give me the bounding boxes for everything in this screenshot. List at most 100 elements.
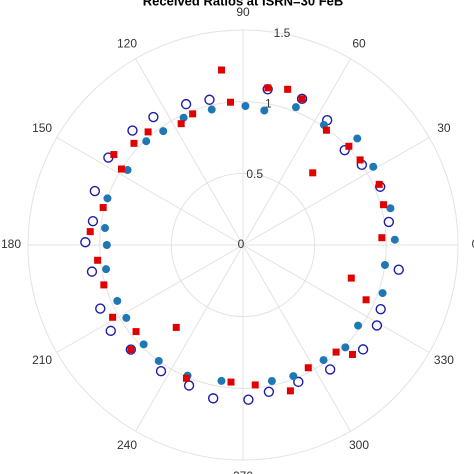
point: [362, 296, 370, 304]
theta-tick-label: 0: [472, 237, 474, 251]
theta-tick-label: 270: [233, 469, 253, 474]
point: [172, 323, 180, 331]
theta-tick-label: 210: [32, 353, 52, 367]
r-tick-label: 1: [265, 96, 272, 110]
point: [284, 85, 292, 93]
point: [298, 95, 306, 103]
point: [207, 393, 219, 404]
point: [87, 216, 99, 227]
point: [125, 344, 137, 355]
point: [113, 296, 122, 305]
point: [117, 165, 125, 173]
point: [109, 313, 117, 321]
point: [110, 151, 118, 159]
point: [371, 320, 383, 331]
point: [263, 386, 275, 398]
point: [227, 378, 235, 386]
point: [264, 84, 272, 92]
point: [86, 266, 98, 277]
point: [304, 364, 312, 372]
point: [293, 376, 304, 388]
point: [139, 340, 148, 349]
point: [380, 260, 389, 269]
r-tick-label: 0.5: [246, 167, 263, 181]
grid-spoke: [135, 244, 244, 432]
grid-ring: [27, 29, 459, 461]
point: [103, 194, 112, 203]
r-tick-label: 1.5: [274, 26, 291, 40]
point: [375, 304, 386, 315]
point: [339, 144, 350, 156]
theta-tick-label: 90: [236, 5, 250, 19]
point: [332, 348, 340, 356]
point: [207, 105, 216, 114]
point: [319, 356, 328, 365]
point: [348, 350, 356, 358]
point: [324, 364, 336, 375]
grid-ring: [99, 101, 387, 389]
point: [390, 235, 399, 244]
point: [127, 346, 135, 354]
point: [127, 125, 138, 136]
point: [341, 343, 350, 352]
theta-tick-label: 30: [437, 121, 451, 135]
point: [101, 224, 110, 233]
point: [380, 201, 388, 209]
point: [369, 162, 378, 171]
r-tick-label: 0: [238, 237, 245, 251]
grid-spoke: [56, 137, 244, 246]
point: [123, 166, 132, 175]
point: [102, 241, 111, 249]
theta-tick-label: 150: [32, 121, 52, 135]
point: [89, 185, 101, 197]
grid-spoke: [242, 244, 430, 353]
point: [132, 328, 140, 336]
point: [189, 110, 197, 118]
grid-spoke: [56, 244, 244, 353]
point: [286, 387, 294, 395]
point: [130, 139, 138, 147]
point: [177, 120, 185, 128]
grid-spoke: [242, 137, 430, 246]
point: [345, 142, 353, 150]
point: [218, 66, 226, 74]
point: [309, 169, 317, 177]
point: [267, 376, 276, 385]
theta-tick-label: 300: [349, 438, 369, 452]
theta-tick-label: 330: [434, 353, 454, 367]
point: [347, 274, 355, 282]
point: [375, 180, 383, 188]
point: [217, 376, 226, 385]
point: [182, 374, 190, 382]
point: [204, 94, 215, 105]
point: [291, 103, 300, 112]
point: [386, 204, 395, 213]
theta-tick-label: 120: [117, 36, 137, 50]
point: [322, 126, 330, 134]
point: [251, 381, 259, 389]
point: [102, 265, 111, 274]
point: [154, 356, 163, 365]
point: [100, 281, 108, 289]
point: [180, 98, 192, 110]
point: [378, 234, 386, 242]
point: [378, 289, 387, 298]
point: [227, 98, 235, 106]
point: [105, 325, 116, 337]
point: [357, 344, 369, 355]
point: [296, 93, 308, 105]
chart-title: Received Ratios at ISRN=30 FeB: [143, 0, 344, 8]
theta-tick-label: 240: [117, 438, 137, 452]
point: [383, 216, 395, 228]
theta-tick-label: 60: [352, 36, 366, 50]
point: [155, 366, 167, 377]
point: [80, 237, 91, 248]
grid-spoke: [242, 244, 351, 432]
point: [393, 264, 404, 275]
point: [86, 228, 94, 236]
theta-tick-label: 180: [1, 237, 21, 251]
grid-spoke: [242, 58, 351, 246]
point: [142, 137, 151, 146]
point: [179, 113, 188, 122]
point: [353, 134, 362, 143]
